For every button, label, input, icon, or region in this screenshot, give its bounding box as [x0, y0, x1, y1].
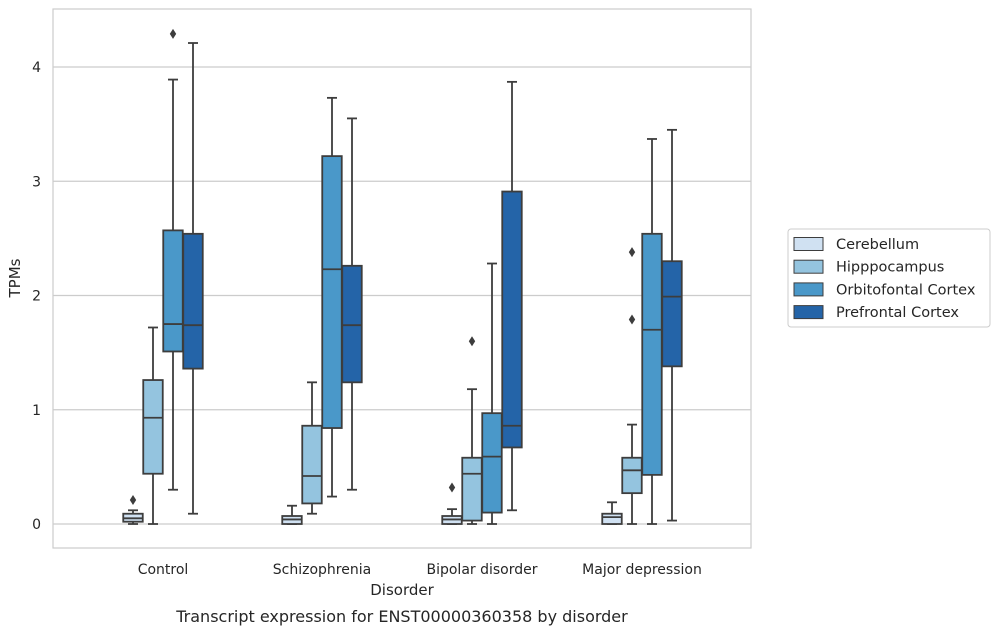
outlier-point: [468, 336, 476, 347]
box: [341, 264, 363, 384]
legend-swatch: [793, 259, 824, 274]
legend-swatch: [793, 282, 824, 297]
legend-label: Hipppocampus: [836, 260, 944, 276]
legend-swatch: [793, 237, 824, 251]
plot-frame: [52, 8, 752, 549]
box: [641, 232, 663, 476]
box: [661, 260, 683, 368]
box: [621, 456, 643, 495]
y-tick-label: 4: [32, 60, 41, 76]
x-tick-labels: Control Schizophrenia Bipolar disorder Majo…: [138, 562, 702, 578]
y-axis-title: TPMs: [6, 258, 24, 298]
box: [501, 190, 523, 449]
box: [601, 512, 623, 525]
y-tick-label: 1: [32, 403, 41, 419]
chart-caption: Transcript expression for ENST0000036035…: [175, 607, 628, 626]
box-group: [281, 504, 303, 525]
box-group: [142, 326, 164, 525]
outlier-point: [628, 314, 636, 325]
y-tick-labels: 0 1 2 3 4: [32, 60, 41, 533]
x-axis-title: Disorder: [370, 581, 434, 599]
x-tick-label: Schizophrenia: [273, 562, 371, 578]
x-tick-label: Bipolar disorder: [426, 562, 537, 578]
x-tick-label: Major depression: [582, 562, 702, 578]
box-group: [182, 42, 204, 515]
y-tick-label: 0: [32, 517, 41, 533]
box: [481, 412, 503, 514]
x-tick-label: Control: [138, 562, 189, 578]
legend-label: Cerebellum: [836, 237, 919, 253]
box: [461, 456, 483, 522]
box: [142, 379, 164, 475]
outlier-point: [129, 495, 137, 506]
legend-label: Prefrontal Cortex: [836, 305, 959, 321]
box-group: [661, 128, 683, 522]
box-group: [601, 501, 623, 525]
box: [182, 232, 204, 370]
outlier-point: [448, 482, 456, 493]
box: [162, 229, 184, 353]
box-group: [621, 247, 643, 525]
box-group: [341, 117, 363, 491]
legend-swatch: [793, 305, 824, 320]
outlier-point: [169, 28, 177, 39]
y-tick-label: 2: [32, 289, 41, 305]
box-group: [301, 381, 323, 515]
legend-label: Orbitofontal Cortex: [836, 282, 976, 298]
legend-frame: [787, 228, 991, 328]
outlier-point: [628, 247, 636, 258]
legend: Cerebellum Hipppocampus Orbitofontal Corte…: [787, 228, 991, 328]
y-tick-label: 3: [32, 174, 41, 190]
box: [301, 424, 323, 505]
plot-boxes: [122, 28, 683, 525]
box-group: [461, 336, 483, 525]
box-group: [321, 96, 343, 498]
box-group: [122, 495, 144, 525]
box: [321, 155, 343, 429]
box-group: [162, 28, 184, 491]
box-group: [481, 262, 503, 525]
box-group: [441, 482, 463, 525]
box-group: [501, 80, 523, 512]
box-group: [641, 138, 663, 525]
